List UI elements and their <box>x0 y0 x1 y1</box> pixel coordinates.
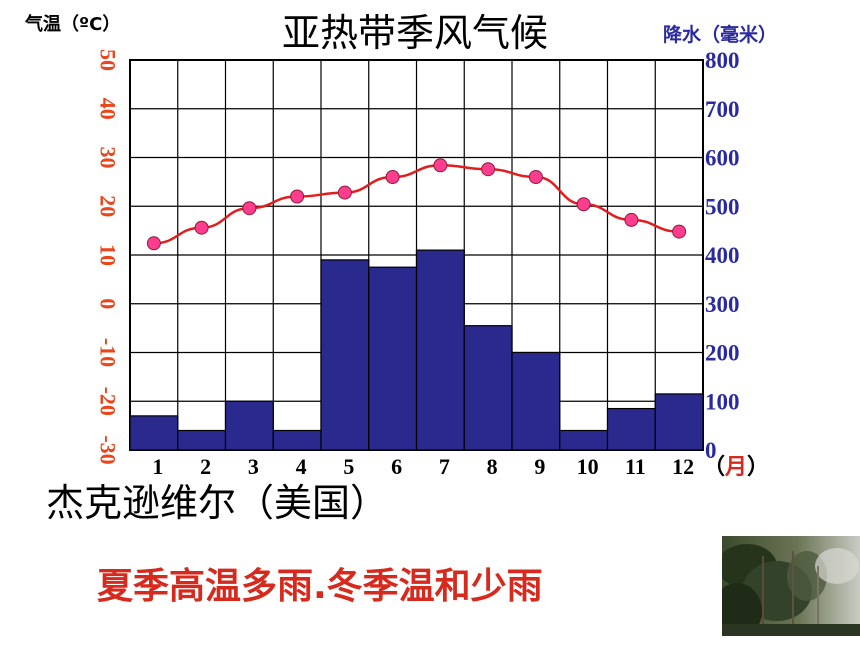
precip-tick-label: 200 <box>705 341 740 366</box>
month-unit-close: ） <box>747 454 769 479</box>
month-tick-label: 8 <box>487 454 498 479</box>
precip-bar <box>559 429 609 451</box>
temp-point <box>433 158 448 173</box>
month-tick-label: 6 <box>391 454 402 479</box>
precip-bar <box>654 393 704 451</box>
climate-summary: 夏季高温多雨.冬季温和少雨 <box>97 566 543 607</box>
temp-tick-label: -30 <box>96 435 121 464</box>
month-tick-label: 1 <box>152 454 163 479</box>
precip-bar <box>511 351 561 451</box>
temp-point <box>481 162 496 177</box>
month-unit-open: （ <box>703 454 725 479</box>
precipitation-tick-labels: 800 700 600 500 400 300 200 100 0 <box>705 48 740 463</box>
precip-tick-label: 100 <box>705 389 740 414</box>
temp-point <box>672 224 687 239</box>
precip-bar <box>463 325 513 451</box>
precip-bar <box>224 400 274 451</box>
precip-bar <box>368 266 418 451</box>
temp-point <box>385 170 400 184</box>
temp-point <box>528 170 543 184</box>
month-unit-text: 月 <box>724 454 747 479</box>
precip-bar <box>272 429 322 451</box>
temp-tick-label: 0 <box>96 298 121 309</box>
temp-point <box>624 212 639 227</box>
month-tick-label: 2 <box>200 454 211 479</box>
temperature-tick-labels: 50 40 30 20 10 0 -10 -20 -30 <box>96 49 121 465</box>
month-tick-label: 10 <box>577 454 599 479</box>
station-name: 杰克逊维尔（美国） <box>46 481 389 525</box>
temp-tick-label: -20 <box>96 387 121 416</box>
temp-tick-label: 30 <box>96 147 121 169</box>
temp-point <box>337 185 352 200</box>
month-tick-label: 9 <box>534 454 545 479</box>
precip-tick-label: 800 <box>705 48 740 73</box>
precip-bar <box>606 407 656 451</box>
precip-bar <box>177 429 227 451</box>
precipitation-axis-title: 降水（毫米） <box>663 24 778 46</box>
chart-title: 亚热带季风气候 <box>282 11 549 55</box>
temperature-line <box>146 158 687 251</box>
temp-point <box>242 201 257 216</box>
temp-tick-label: 50 <box>96 49 121 71</box>
temp-tick-label: 20 <box>96 195 121 217</box>
month-tick-label: 12 <box>672 454 694 479</box>
month-tick-label: 11 <box>625 454 646 479</box>
precip-tick-label: 300 <box>705 292 740 317</box>
month-tick-labels: 1 2 3 4 5 6 7 8 9 10 11 12 （月） <box>152 454 769 479</box>
forest-photo <box>722 536 860 636</box>
temp-tick-label: -10 <box>96 338 121 367</box>
precipitation-bars <box>129 249 704 451</box>
temp-point <box>194 220 209 235</box>
month-tick-label: 7 <box>439 454 450 479</box>
precip-tick-label: 700 <box>705 97 740 122</box>
precip-tick-label: 400 <box>705 243 740 268</box>
temp-point <box>146 236 161 251</box>
month-tick-label: 5 <box>343 454 354 479</box>
temp-point <box>290 189 305 204</box>
temp-tick-label: 10 <box>96 244 121 266</box>
temp-point <box>576 197 591 212</box>
month-tick-label: 3 <box>248 454 259 479</box>
temperature-axis-title: 气温（ºC） <box>25 14 121 35</box>
precip-bar <box>415 249 465 451</box>
precip-bar <box>320 259 370 451</box>
precip-bar <box>129 415 179 451</box>
month-unit-label: （月） <box>703 454 769 479</box>
month-tick-label: 4 <box>296 454 307 479</box>
precip-tick-label: 0 <box>705 438 717 463</box>
precip-tick-label: 500 <box>705 194 740 219</box>
precip-tick-label: 600 <box>705 146 740 171</box>
temp-tick-label: 40 <box>96 98 121 120</box>
